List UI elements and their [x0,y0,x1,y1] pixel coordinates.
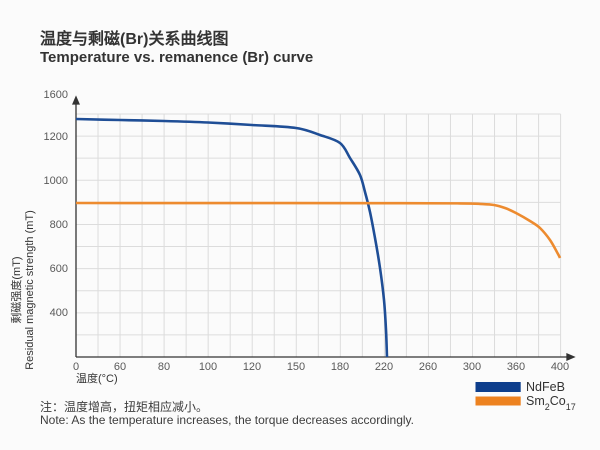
svg-text:220: 220 [375,361,393,373]
svg-text:剩磁强度(mT): 剩磁强度(mT) [9,256,23,323]
svg-text:Residual magnetic strength (mT: Residual magnetic strength (mT) [24,210,36,370]
svg-text:150: 150 [287,361,305,373]
svg-text:1600: 1600 [44,89,68,101]
svg-text:1000: 1000 [44,175,68,187]
svg-text:温度(°C): 温度(°C) [76,371,118,385]
svg-text:400: 400 [50,307,68,319]
svg-text:NdFeB: NdFeB [526,380,565,394]
svg-text:260: 260 [419,361,437,373]
svg-text:0: 0 [73,361,79,373]
svg-text:100: 100 [199,361,217,373]
svg-text:120: 120 [243,361,261,373]
svg-text:80: 80 [158,361,170,373]
svg-text:1200: 1200 [44,131,68,143]
svg-text:360: 360 [507,361,525,373]
svg-text:180: 180 [331,361,349,373]
svg-text:800: 800 [50,219,68,231]
svg-text:Sm2Co17: Sm2Co17 [526,394,576,412]
svg-text:400: 400 [551,361,569,373]
svg-text:600: 600 [50,263,68,275]
svg-text:300: 300 [463,361,481,373]
svg-text:60: 60 [114,361,126,373]
